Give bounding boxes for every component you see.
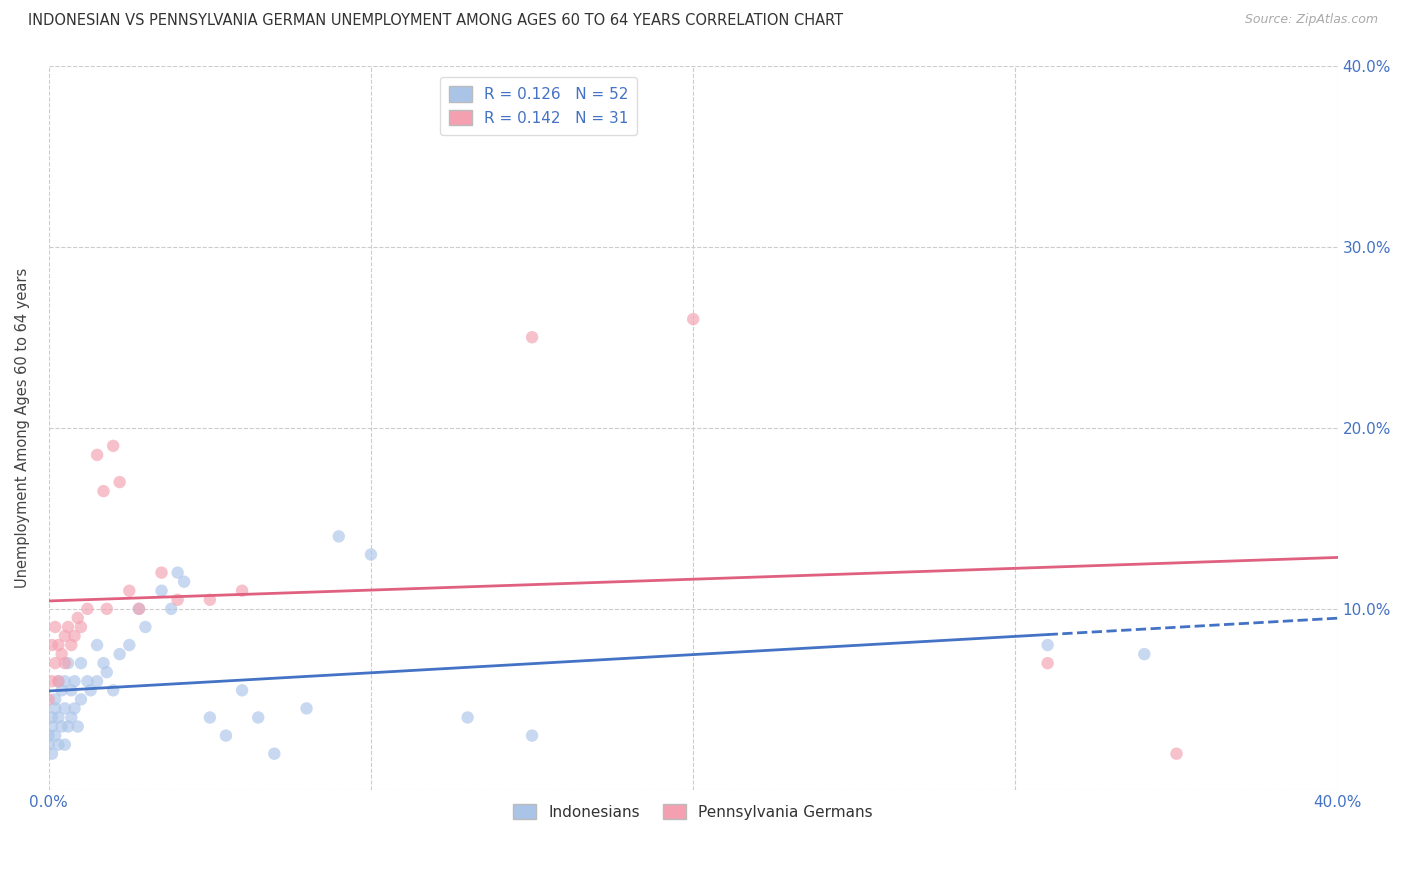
Point bbox=[48, 674, 70, 689]
Point bbox=[53, 629, 76, 643]
Point bbox=[166, 592, 188, 607]
Point bbox=[198, 710, 221, 724]
Point bbox=[70, 656, 93, 670]
Point bbox=[41, 638, 63, 652]
Point bbox=[93, 484, 115, 499]
Point bbox=[1036, 638, 1059, 652]
Point bbox=[134, 620, 156, 634]
Point bbox=[48, 674, 70, 689]
Point bbox=[51, 719, 73, 733]
Point bbox=[76, 674, 98, 689]
Point bbox=[48, 638, 70, 652]
Point bbox=[128, 602, 150, 616]
Point bbox=[66, 611, 89, 625]
Point bbox=[63, 629, 86, 643]
Point bbox=[118, 583, 141, 598]
Point bbox=[108, 647, 131, 661]
Point bbox=[108, 475, 131, 489]
Point bbox=[198, 592, 221, 607]
Point bbox=[41, 747, 63, 761]
Point bbox=[48, 710, 70, 724]
Point bbox=[96, 665, 118, 680]
Point bbox=[53, 701, 76, 715]
Point bbox=[682, 312, 704, 326]
Point bbox=[295, 701, 318, 715]
Point bbox=[44, 692, 66, 706]
Point bbox=[79, 683, 101, 698]
Point bbox=[166, 566, 188, 580]
Point bbox=[520, 330, 543, 344]
Point bbox=[70, 692, 93, 706]
Text: INDONESIAN VS PENNSYLVANIA GERMAN UNEMPLOYMENT AMONG AGES 60 TO 64 YEARS CORRELA: INDONESIAN VS PENNSYLVANIA GERMAN UNEMPL… bbox=[28, 13, 844, 29]
Point bbox=[41, 710, 63, 724]
Point bbox=[103, 439, 125, 453]
Point bbox=[44, 620, 66, 634]
Point bbox=[44, 656, 66, 670]
Point bbox=[56, 656, 79, 670]
Point bbox=[38, 729, 60, 743]
Point bbox=[86, 448, 108, 462]
Point bbox=[247, 710, 270, 724]
Point bbox=[66, 719, 89, 733]
Point bbox=[41, 674, 63, 689]
Point bbox=[328, 529, 350, 543]
Point bbox=[1036, 656, 1059, 670]
Point bbox=[231, 683, 253, 698]
Point bbox=[60, 683, 83, 698]
Point bbox=[86, 674, 108, 689]
Point bbox=[86, 638, 108, 652]
Point bbox=[56, 719, 79, 733]
Point bbox=[76, 602, 98, 616]
Point bbox=[51, 683, 73, 698]
Y-axis label: Unemployment Among Ages 60 to 64 years: Unemployment Among Ages 60 to 64 years bbox=[15, 268, 30, 588]
Point bbox=[60, 638, 83, 652]
Point bbox=[103, 683, 125, 698]
Point bbox=[215, 729, 238, 743]
Point bbox=[1133, 647, 1156, 661]
Point bbox=[263, 747, 285, 761]
Text: Source: ZipAtlas.com: Source: ZipAtlas.com bbox=[1244, 13, 1378, 27]
Point bbox=[173, 574, 195, 589]
Point bbox=[160, 602, 183, 616]
Point bbox=[520, 729, 543, 743]
Point bbox=[38, 692, 60, 706]
Point bbox=[53, 738, 76, 752]
Point bbox=[128, 602, 150, 616]
Point bbox=[96, 602, 118, 616]
Point bbox=[44, 729, 66, 743]
Point bbox=[53, 656, 76, 670]
Point bbox=[150, 566, 173, 580]
Point bbox=[53, 674, 76, 689]
Point bbox=[360, 548, 382, 562]
Point bbox=[38, 738, 60, 752]
Legend: Indonesians, Pennsylvania Germans: Indonesians, Pennsylvania Germans bbox=[508, 797, 879, 826]
Point bbox=[93, 656, 115, 670]
Point bbox=[44, 701, 66, 715]
Point bbox=[56, 620, 79, 634]
Point bbox=[41, 719, 63, 733]
Point bbox=[51, 647, 73, 661]
Point bbox=[48, 738, 70, 752]
Point bbox=[457, 710, 479, 724]
Point bbox=[60, 710, 83, 724]
Point bbox=[150, 583, 173, 598]
Point bbox=[118, 638, 141, 652]
Point bbox=[63, 674, 86, 689]
Point bbox=[63, 701, 86, 715]
Point bbox=[70, 620, 93, 634]
Point bbox=[231, 583, 253, 598]
Point bbox=[1166, 747, 1188, 761]
